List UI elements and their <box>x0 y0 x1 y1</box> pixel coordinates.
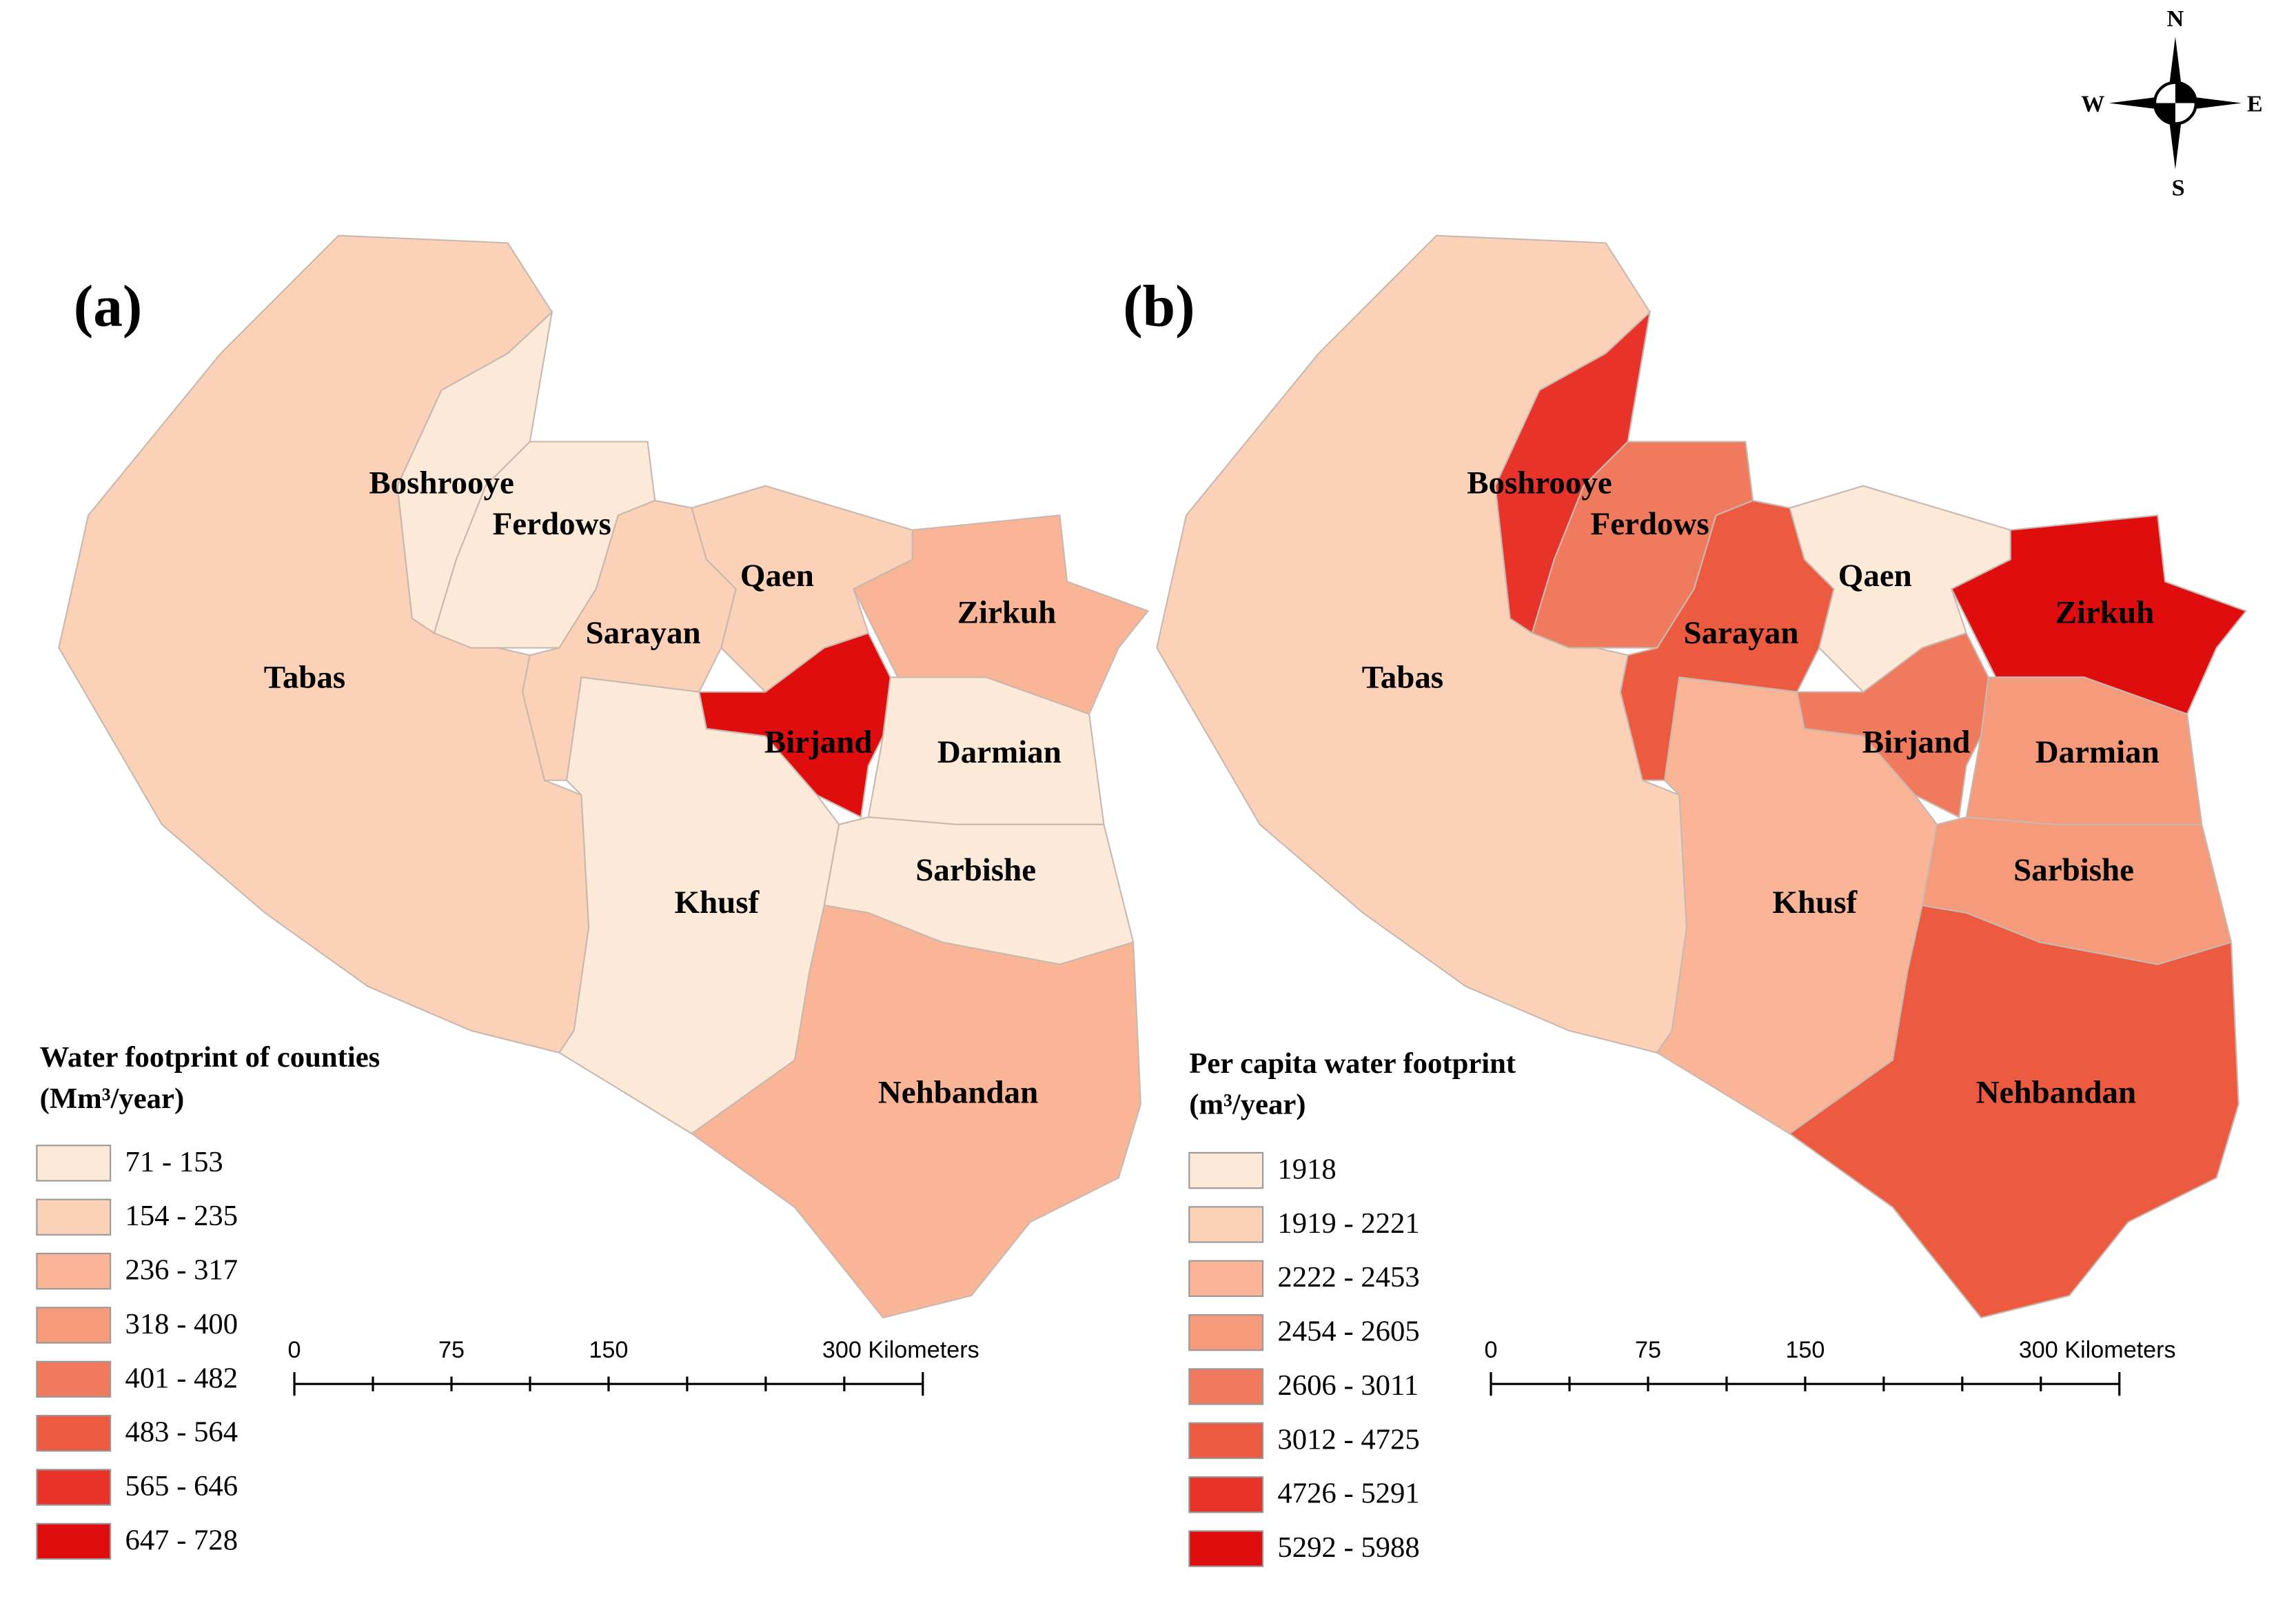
county-label: Ferdows <box>493 506 611 542</box>
legend-swatch <box>1188 1206 1264 1243</box>
county-label: Khusf <box>1772 885 1858 920</box>
legend-label: 565 - 646 <box>125 1470 238 1502</box>
county-label: Tabas <box>264 659 345 695</box>
legend-swatch <box>36 1252 112 1290</box>
county-label: Nehbandan <box>1976 1074 2136 1110</box>
county-label: Ferdows <box>1591 506 1709 542</box>
legend-label: 483 - 564 <box>125 1416 238 1449</box>
county-label: Tabas <box>1362 659 1443 695</box>
legend-swatch <box>36 1469 112 1506</box>
legend-label: 647 - 728 <box>125 1524 238 1556</box>
county-label: Darmian <box>2035 734 2160 770</box>
county-label: Zirkuh <box>2055 594 2155 630</box>
county-region <box>690 905 1141 1319</box>
legend-label: 401 - 482 <box>125 1362 238 1394</box>
county-label: Qaen <box>740 558 814 594</box>
county-label: Nehbandan <box>878 1074 1038 1110</box>
county-label: Zirkuh <box>957 594 1057 630</box>
legend-label: 5292 - 5988 <box>1277 1531 1419 1564</box>
legend-label: 2454 - 2605 <box>1277 1316 1419 1348</box>
scale-label: 75 <box>438 1337 465 1363</box>
map-panel: Tabas Boshrooye Ferdows Sarayan Qaen Zirkuh Bi… <box>58 234 1150 1319</box>
county-label: Sarbishe <box>915 852 1036 888</box>
scale-label: 0 <box>288 1337 301 1363</box>
county-label: Darmian <box>937 734 1061 770</box>
county-region <box>1788 905 2239 1319</box>
county-label: Qaen <box>1838 558 1912 594</box>
legend-title: Per capita water footprint <box>1189 1047 1516 1080</box>
scale-label: 150 <box>1785 1337 1825 1363</box>
legend-swatch <box>36 1360 112 1398</box>
legend-label: 2606 - 3011 <box>1277 1369 1419 1402</box>
legend-label: 154 - 235 <box>125 1200 238 1232</box>
legend-label: 4726 - 5291 <box>1277 1478 1419 1510</box>
compass-quadrants <box>2155 82 2196 124</box>
legend-swatch <box>1188 1313 1264 1351</box>
compass-w: W <box>2081 92 2104 117</box>
scale-label: 0 <box>1485 1337 1498 1363</box>
legend-swatch <box>36 1415 112 1452</box>
county-label: Sarayan <box>1683 615 1798 651</box>
legend-swatch <box>36 1145 112 1182</box>
legend-label: 71 - 153 <box>125 1146 223 1178</box>
scale-label: 150 <box>589 1337 628 1363</box>
legend-swatch <box>36 1307 112 1344</box>
county-label: Boshrooye <box>1467 465 1612 501</box>
legend-swatch <box>1188 1476 1264 1513</box>
compass-n: N <box>2167 6 2184 32</box>
legend-label: 1918 <box>1277 1154 1336 1186</box>
legend-swatch <box>1188 1260 1264 1297</box>
county-label: Khusf <box>675 885 760 920</box>
scale-label: 300 Kilometers <box>2019 1337 2176 1363</box>
legend-swatch <box>1188 1368 1264 1405</box>
panel-label: (b) <box>1123 274 1195 339</box>
legend-label: 1919 - 2221 <box>1277 1207 1419 1240</box>
legend-swatch <box>36 1522 112 1560</box>
county-label: Sarayan <box>586 615 701 651</box>
legend-label: 2222 - 2453 <box>1277 1261 1419 1293</box>
legend-swatch <box>1188 1530 1264 1567</box>
compass-s: S <box>2172 175 2185 201</box>
compass-e: E <box>2247 92 2263 117</box>
legend-swatch <box>1188 1422 1264 1460</box>
legend-unit: (Mm³/year) <box>40 1083 185 1115</box>
legend-label: 236 - 317 <box>125 1254 238 1287</box>
county-label: Sarbishe <box>2013 852 2134 888</box>
county-label: Birjand <box>1862 724 1971 760</box>
legend-title: Water footprint of counties <box>40 1041 380 1074</box>
map-panel: Tabas Boshrooye Ferdows Sarayan Qaen Zirkuh Bi… <box>1156 234 2248 1319</box>
legend-swatch <box>1188 1151 1264 1189</box>
compass <box>2109 37 2242 170</box>
legend-label: 3012 - 4725 <box>1277 1423 1419 1456</box>
scale-label: 300 Kilometers <box>822 1337 979 1363</box>
county-label: Birjand <box>764 724 873 760</box>
county-label: Boshrooye <box>369 465 514 501</box>
scale-label: 75 <box>1635 1337 1661 1363</box>
panel-label: (a) <box>74 274 143 339</box>
legend-label: 318 - 400 <box>125 1308 238 1340</box>
legend-unit: (m³/year) <box>1189 1089 1306 1121</box>
legend-swatch <box>36 1198 112 1236</box>
